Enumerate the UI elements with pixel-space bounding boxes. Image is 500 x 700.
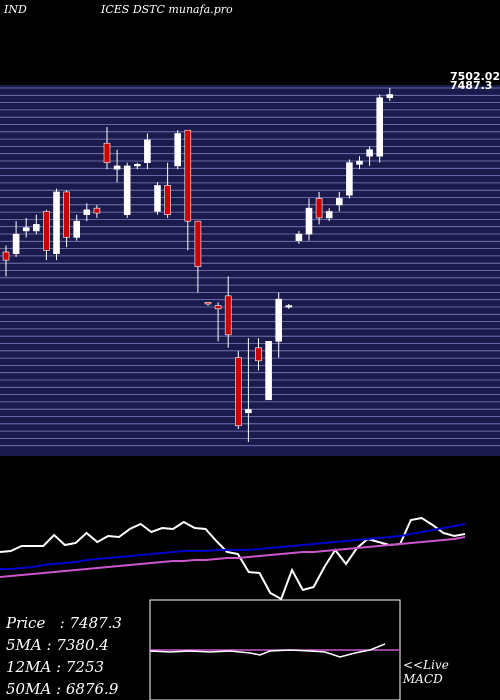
candle-down bbox=[164, 185, 171, 215]
candle-up bbox=[123, 165, 131, 215]
candle-up bbox=[356, 160, 363, 165]
candle-down bbox=[255, 347, 262, 362]
candle-down bbox=[184, 129, 192, 222]
ma-line-50ma bbox=[0, 536, 466, 578]
candles bbox=[2, 88, 394, 443]
candle-up bbox=[386, 94, 394, 99]
candle-up bbox=[174, 133, 181, 167]
candle-up bbox=[305, 207, 313, 235]
candle-up bbox=[335, 198, 343, 206]
stat-50ma: 50MA : 6876.9 bbox=[6, 680, 119, 698]
candle-down bbox=[204, 302, 212, 305]
candle-up bbox=[366, 149, 373, 157]
stat-5ma: 5MA : 7380.4 bbox=[6, 636, 109, 654]
candle-up bbox=[154, 185, 161, 212]
price-label-high: 7502.02 bbox=[450, 70, 500, 83]
stats-block: Price : 7487.3 5MA : 7380.4 12MA : 7253 … bbox=[6, 612, 122, 700]
candle-down bbox=[63, 191, 70, 238]
candle-up bbox=[73, 220, 80, 238]
macd-line bbox=[149, 643, 386, 658]
price-label-current: 7487.3 bbox=[450, 79, 492, 92]
candle-up bbox=[245, 409, 252, 414]
macd-live-label: <<Live MACD bbox=[403, 658, 449, 686]
candle-up bbox=[285, 305, 293, 308]
candle-down bbox=[2, 251, 10, 261]
candle-up bbox=[346, 162, 353, 196]
candle-down bbox=[103, 142, 111, 163]
ma-lines bbox=[0, 516, 466, 601]
stat-price: Price : 7487.3 bbox=[6, 614, 122, 632]
candle-up bbox=[376, 97, 384, 157]
candle-up bbox=[265, 341, 272, 401]
candle-up bbox=[53, 191, 60, 254]
candle-up bbox=[275, 298, 283, 342]
candle-up bbox=[12, 233, 20, 254]
candle-up bbox=[32, 224, 40, 232]
candle-down bbox=[43, 211, 50, 251]
candle-up bbox=[295, 233, 303, 241]
price-grid bbox=[0, 87, 500, 447]
candle-down bbox=[315, 198, 323, 219]
candle-down bbox=[214, 305, 222, 310]
ma-line-12ma bbox=[0, 523, 466, 570]
candle-down bbox=[235, 357, 242, 427]
candle-down bbox=[93, 207, 101, 214]
candle-up bbox=[83, 209, 91, 215]
candle-up bbox=[22, 227, 30, 232]
candle-up bbox=[134, 164, 141, 167]
stat-12ma: 12MA : 7253 bbox=[6, 658, 105, 676]
candle-down bbox=[224, 295, 232, 336]
candle-up bbox=[325, 211, 333, 219]
chart-title: IND ICES DSTC munafa.pro bbox=[0, 3, 500, 19]
candle-up bbox=[144, 139, 151, 163]
candle-up bbox=[113, 165, 121, 170]
chart-title-left: IND bbox=[4, 3, 27, 16]
chart-title-right: ICES DSTC munafa.pro bbox=[101, 3, 233, 16]
price-chart: 7502.02 7487.3 bbox=[0, 70, 500, 456]
candle-down bbox=[194, 220, 202, 267]
